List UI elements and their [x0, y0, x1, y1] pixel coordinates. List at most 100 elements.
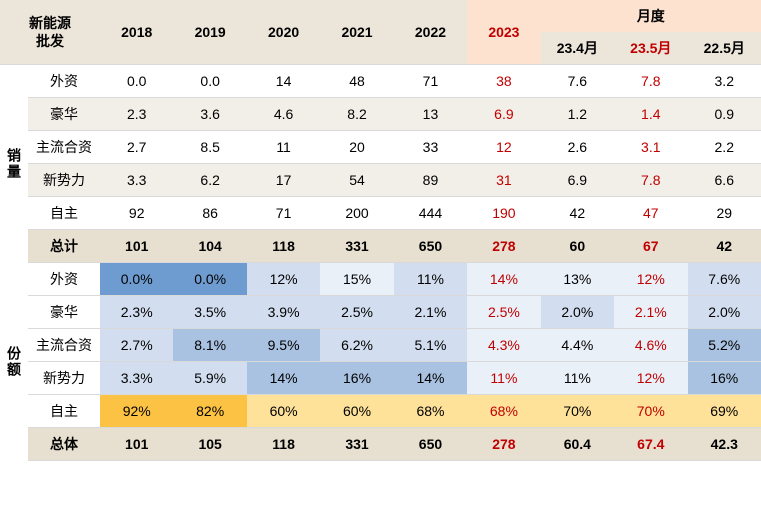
overall-label: 总体: [28, 428, 100, 461]
cell: 0.0%: [173, 263, 246, 296]
cell: 47: [614, 197, 687, 230]
category-cell: 主流合资: [28, 131, 100, 164]
sales-row: 自主928671200444190424729: [0, 197, 761, 230]
cell: 38: [467, 65, 540, 98]
cell: 2.1%: [394, 296, 467, 329]
cell: 14%: [394, 362, 467, 395]
cell: 4.4%: [541, 329, 614, 362]
category-cell: 豪华: [28, 98, 100, 131]
cell: 12%: [614, 263, 687, 296]
cell: 89: [394, 164, 467, 197]
cell: 650: [394, 230, 467, 263]
cell: 3.6: [173, 98, 246, 131]
category-cell: 豪华: [28, 296, 100, 329]
cell: 2.5%: [320, 296, 393, 329]
cell: 190: [467, 197, 540, 230]
month-23-4: 23.4月: [541, 32, 614, 65]
cell: 2.7%: [100, 329, 173, 362]
cell: 104: [173, 230, 246, 263]
cell: 14: [247, 65, 320, 98]
cell: 92%: [100, 395, 173, 428]
share-row: 自主92%82%60%60%68%68%70%70%69%: [0, 395, 761, 428]
cell: 3.2: [688, 65, 761, 98]
share-row: 新势力3.3%5.9%14%16%14%11%11%12%16%: [0, 362, 761, 395]
cell: 33: [394, 131, 467, 164]
cell: 2.3: [100, 98, 173, 131]
cell: 13: [394, 98, 467, 131]
share-label: 份额: [0, 263, 28, 461]
cell: 70%: [614, 395, 687, 428]
year-2021: 2021: [320, 0, 393, 65]
cell: 0.9: [688, 98, 761, 131]
sales-section: 销量外资0.00.0144871387.67.83.2豪华2.33.64.68.…: [0, 65, 761, 263]
cell: 0.0: [100, 65, 173, 98]
sales-total-label: 总计: [28, 230, 100, 263]
sales-label: 销量: [0, 65, 28, 263]
sales-row: 新势力3.36.2175489316.97.86.6: [0, 164, 761, 197]
cell: 2.7: [100, 131, 173, 164]
cell: 105: [173, 428, 246, 461]
cell: 7.6: [541, 65, 614, 98]
cell: 6.6: [688, 164, 761, 197]
year-2022: 2022: [394, 0, 467, 65]
cell: 2.0%: [688, 296, 761, 329]
cell: 2.5%: [467, 296, 540, 329]
cell: 3.9%: [247, 296, 320, 329]
nev-wholesale-table: 新能源 批发 2018 2019 2020 2021 2022 2023 月度 …: [0, 0, 761, 461]
cell: 11%: [541, 362, 614, 395]
category-cell: 新势力: [28, 164, 100, 197]
cell: 54: [320, 164, 393, 197]
corner-header: 新能源 批发: [0, 0, 100, 65]
cell: 68%: [394, 395, 467, 428]
cell: 6.9: [541, 164, 614, 197]
cell: 6.9: [467, 98, 540, 131]
cell: 650: [394, 428, 467, 461]
cell: 92: [100, 197, 173, 230]
cell: 4.3%: [467, 329, 540, 362]
share-row: 主流合资2.7%8.1%9.5%6.2%5.1%4.3%4.4%4.6%5.2%: [0, 329, 761, 362]
cell: 200: [320, 197, 393, 230]
cell: 1.4: [614, 98, 687, 131]
cell: 68%: [467, 395, 540, 428]
cell: 3.5%: [173, 296, 246, 329]
category-cell: 外资: [28, 263, 100, 296]
cell: 67: [614, 230, 687, 263]
cell: 118: [247, 428, 320, 461]
year-2020: 2020: [247, 0, 320, 65]
cell: 2.2: [688, 131, 761, 164]
cell: 60: [541, 230, 614, 263]
cell: 2.1%: [614, 296, 687, 329]
cell: 12%: [247, 263, 320, 296]
cell: 69%: [688, 395, 761, 428]
cell: 2.0%: [541, 296, 614, 329]
cell: 444: [394, 197, 467, 230]
table-header: 新能源 批发 2018 2019 2020 2021 2022 2023 月度 …: [0, 0, 761, 65]
cell: 331: [320, 428, 393, 461]
cell: 70%: [541, 395, 614, 428]
cell: 118: [247, 230, 320, 263]
cell: 14%: [467, 263, 540, 296]
cell: 0.0: [173, 65, 246, 98]
cell: 16%: [320, 362, 393, 395]
cell: 8.2: [320, 98, 393, 131]
corner-line1: 新能源: [29, 15, 71, 31]
month-23-5: 23.5月: [614, 32, 687, 65]
cell: 60%: [320, 395, 393, 428]
cell: 17: [247, 164, 320, 197]
month-header: 月度: [541, 0, 761, 32]
cell: 14%: [247, 362, 320, 395]
cell: 60.4: [541, 428, 614, 461]
cell: 67.4: [614, 428, 687, 461]
cell: 12: [467, 131, 540, 164]
cell: 101: [100, 230, 173, 263]
cell: 7.8: [614, 65, 687, 98]
cell: 5.1%: [394, 329, 467, 362]
sales-row: 主流合资2.78.5112033122.63.12.2: [0, 131, 761, 164]
cell: 6.2%: [320, 329, 393, 362]
cell: 6.2: [173, 164, 246, 197]
cell: 0.0%: [100, 263, 173, 296]
share-row: 豪华2.3%3.5%3.9%2.5%2.1%2.5%2.0%2.1%2.0%: [0, 296, 761, 329]
cell: 71: [394, 65, 467, 98]
cell: 101: [100, 428, 173, 461]
cell: 7.6%: [688, 263, 761, 296]
